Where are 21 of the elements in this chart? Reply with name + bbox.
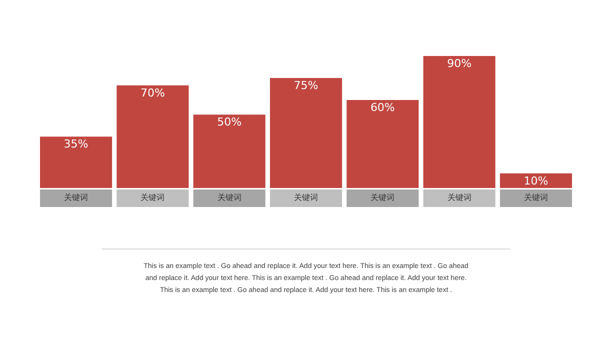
x-tick-label: 关键词	[140, 193, 165, 202]
data-label: 70%	[140, 86, 165, 100]
data-label: 35%	[64, 138, 88, 151]
bar	[270, 78, 342, 188]
bar	[346, 100, 419, 188]
bar	[500, 173, 572, 188]
data-label: 90%	[447, 57, 472, 70]
x-tick-label: 关键词	[217, 193, 242, 202]
bar	[193, 114, 266, 188]
x-tick-label: 关键词	[447, 193, 472, 202]
x-tick-label: 关键词	[64, 193, 88, 202]
data-label: 60%	[370, 101, 395, 114]
x-tick-label: 关键词	[370, 193, 395, 202]
bar	[40, 136, 112, 188]
x-tick-label: 关键词	[294, 193, 318, 202]
data-label: 75%	[294, 79, 318, 92]
data-label: 10%	[524, 174, 548, 188]
x-tick-label: 关键词	[524, 193, 548, 202]
bar	[116, 85, 189, 188]
data-label: 50%	[217, 116, 242, 129]
bar	[423, 56, 496, 188]
